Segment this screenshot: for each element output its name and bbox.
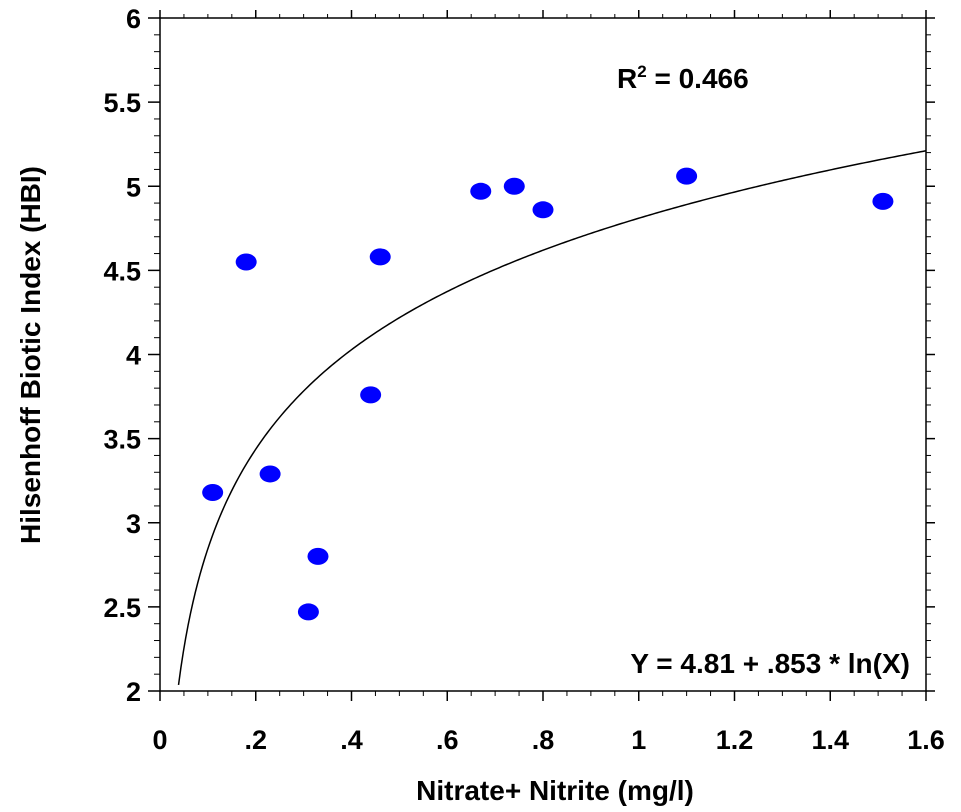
fit-curve [177, 150, 927, 686]
data-point [503, 177, 525, 195]
data-point [307, 547, 329, 565]
y-tick-label: 5 [126, 172, 141, 202]
data-point [532, 201, 554, 219]
y-tick-label: 6 [126, 4, 141, 34]
data-point [360, 386, 382, 404]
data-point [470, 182, 492, 200]
data-point [676, 167, 698, 185]
x-tick-label: .4 [340, 725, 363, 755]
y-tick-label: 3 [126, 509, 141, 539]
x-tick-label: 1.2 [716, 725, 754, 755]
x-tick-label: 1.4 [811, 725, 849, 755]
x-tick-label: 1.6 [907, 725, 945, 755]
y-tick-label: 3.5 [103, 425, 141, 455]
data-point [872, 192, 894, 210]
y-tick-label: 5.5 [103, 88, 141, 118]
data-point [259, 465, 281, 483]
y-tick-label: 2.5 [103, 593, 141, 623]
fit-layer [177, 150, 927, 686]
r-squared-annotation: R2 = 0.466 [617, 62, 749, 94]
x-tick-label: .8 [532, 725, 555, 755]
plot-frame [159, 17, 927, 692]
y-axis-title: Hilsenhoff Biotic Index (HBI) [15, 166, 46, 544]
y-tick-label: 4 [126, 341, 141, 371]
x-tick-label: 0 [152, 725, 167, 755]
r-squared-exponent: 2 [637, 62, 646, 81]
y-tick-label: 2 [126, 677, 141, 707]
r-squared-value: = 0.466 [647, 63, 749, 94]
points-layer [202, 167, 894, 621]
x-tick-label: 1 [631, 725, 646, 755]
x-tick-label: .6 [436, 725, 459, 755]
data-point [369, 248, 391, 266]
x-tick-label: .2 [244, 725, 267, 755]
y-tick-label: 4.5 [103, 256, 141, 286]
data-point [235, 253, 257, 271]
x-axis-title: Nitrate+ Nitrite (mg/l) [416, 775, 694, 806]
ticks-layer: 0 .2 .4 .6 .8 1 1.2 1.4 1.6 2 2.5 3 3.5 4 4.5 5 5.5 6 [103, 4, 944, 755]
data-point [297, 603, 319, 621]
data-point [202, 483, 224, 501]
r-squared-r: R [617, 63, 637, 94]
fit-equation-annotation: Y = 4.81 + .853 * ln(X) [630, 648, 910, 679]
